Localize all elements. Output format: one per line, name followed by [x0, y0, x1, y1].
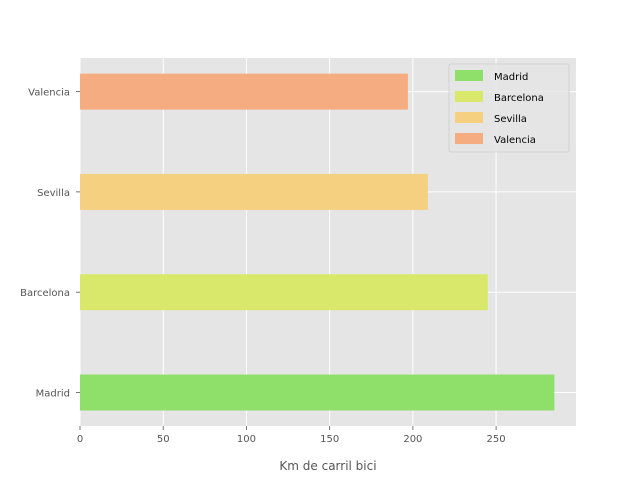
- legend-swatch: [455, 133, 483, 144]
- x-tick-label: 50: [157, 434, 170, 445]
- legend-label: Barcelona: [494, 93, 544, 104]
- y-tick-label: Sevilla: [37, 188, 70, 199]
- bar-barcelona: [80, 274, 488, 311]
- legend: Madrid Barcelona Sevilla Valencia: [448, 63, 570, 153]
- x-tick-label: 100: [237, 434, 256, 445]
- legend-swatch: [455, 91, 483, 102]
- legend-box: [448, 63, 570, 153]
- legend-label: Valencia: [494, 135, 536, 146]
- bar-madrid: [80, 374, 555, 411]
- x-axis-ticks: 0 50 100 150 200 250: [77, 426, 506, 445]
- y-tick-label: Valencia: [28, 88, 70, 99]
- y-tick-label: Madrid: [36, 389, 70, 400]
- x-tick-label: 200: [403, 434, 422, 445]
- legend-label: Madrid: [494, 72, 528, 83]
- legend-label: Sevilla: [494, 114, 527, 125]
- bars: [80, 73, 555, 411]
- x-tick-label: 0: [77, 434, 83, 445]
- x-tick-label: 150: [320, 434, 339, 445]
- bar-valencia: [80, 73, 408, 110]
- legend-swatch: [455, 70, 483, 81]
- x-tick-label: 250: [487, 434, 506, 445]
- legend-swatch: [455, 112, 483, 123]
- x-axis-label: Km de carril bici: [279, 459, 376, 473]
- y-axis-ticks: Madrid Barcelona Sevilla Valencia: [20, 88, 80, 400]
- bar-sevilla: [80, 173, 428, 210]
- y-tick-label: Barcelona: [20, 288, 70, 299]
